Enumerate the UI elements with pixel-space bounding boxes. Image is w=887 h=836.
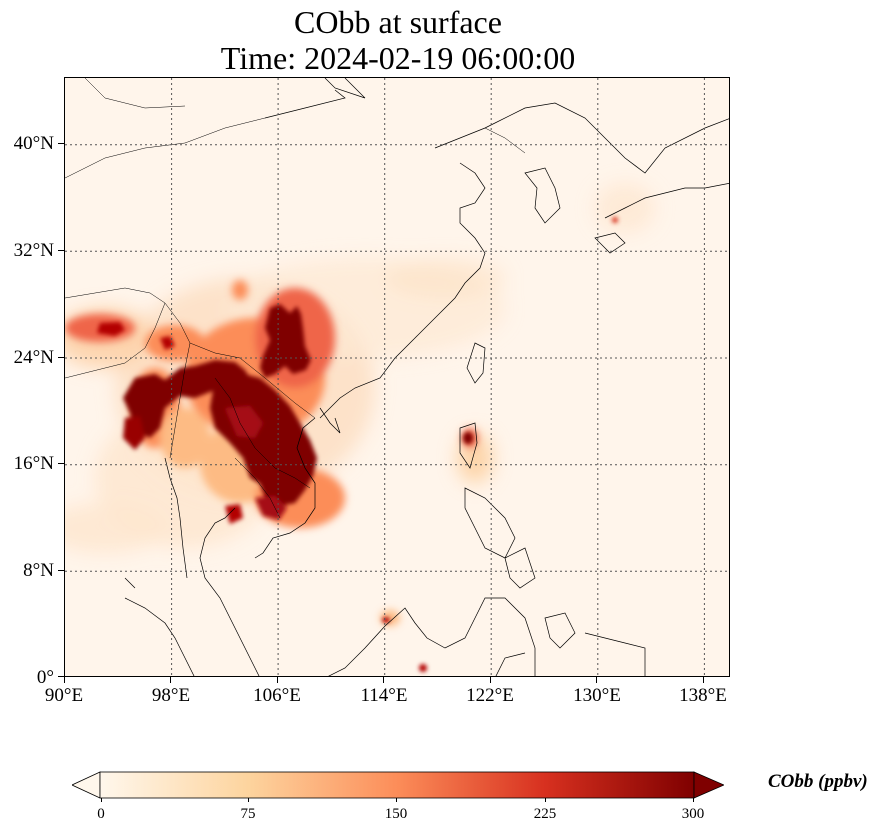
- lon-tick-130E: 130°E: [573, 685, 621, 706]
- lat-tick-mark: [58, 463, 64, 464]
- lat-tick-mark: [58, 676, 64, 677]
- colorbar-label: CObb (ppbv): [768, 771, 868, 792]
- colorbar: [72, 771, 724, 799]
- lon-tick-mark: [596, 677, 597, 683]
- colorbar-tick-300: 300: [681, 806, 705, 822]
- colorbar-tick-225: 225: [533, 806, 557, 822]
- colorbar-tick-mark: [396, 798, 397, 802]
- colorbar-gradient: [99, 771, 695, 799]
- lon-tick-122E: 122°E: [466, 685, 514, 706]
- colorbar-tick-mark: [248, 798, 249, 802]
- lat-tick-mark: [58, 143, 64, 144]
- colorbar-tick-mark: [545, 798, 546, 802]
- lat-tick-40N: 40°N: [13, 133, 54, 154]
- co-plume-core: [97, 217, 618, 672]
- lon-tick-mark: [490, 677, 491, 683]
- lat-tick-mark: [58, 250, 64, 251]
- lon-tick-138E: 138°E: [679, 685, 727, 706]
- map-title: CObb at surface: [294, 4, 502, 40]
- lat-tick-mark: [58, 570, 64, 571]
- country-borders: [65, 78, 526, 519]
- colorbar-tick-150: 150: [384, 806, 408, 822]
- lon-tick-114E: 114°E: [360, 685, 408, 706]
- colorbar-tick-0: 0: [97, 806, 105, 822]
- colorbar-extend-min: [72, 771, 101, 799]
- lat-tick-mark: [58, 357, 64, 358]
- lat-tick-8N: 8°N: [23, 560, 54, 581]
- lon-tick-106E: 106°E: [253, 685, 301, 706]
- colorbar-extend-max: [693, 771, 724, 799]
- lat-tick-16N: 16°N: [13, 453, 54, 474]
- lon-tick-mark: [383, 677, 384, 683]
- map-panel: [64, 77, 730, 677]
- lat-tick-24N: 24°N: [13, 347, 54, 368]
- lon-tick-mark: [277, 677, 278, 683]
- lon-tick-mark: [64, 677, 65, 683]
- lon-tick-90E: 90°E: [44, 685, 84, 706]
- colorbar-tick-mark: [101, 798, 102, 802]
- colorbar-tick-75: 75: [240, 806, 256, 822]
- map-time-subtitle: Time: 2024-02-19 06:00:00: [220, 40, 576, 76]
- lon-tick-98E: 98°E: [151, 685, 191, 706]
- lon-tick-mark: [170, 677, 171, 683]
- lat-tick-32N: 32°N: [13, 240, 54, 261]
- lat-tick-0: 0°: [36, 667, 54, 688]
- gridlines: [65, 78, 729, 676]
- lon-tick-mark: [703, 677, 704, 683]
- map-canvas: [65, 78, 729, 676]
- colorbar-tick-mark: [693, 798, 694, 802]
